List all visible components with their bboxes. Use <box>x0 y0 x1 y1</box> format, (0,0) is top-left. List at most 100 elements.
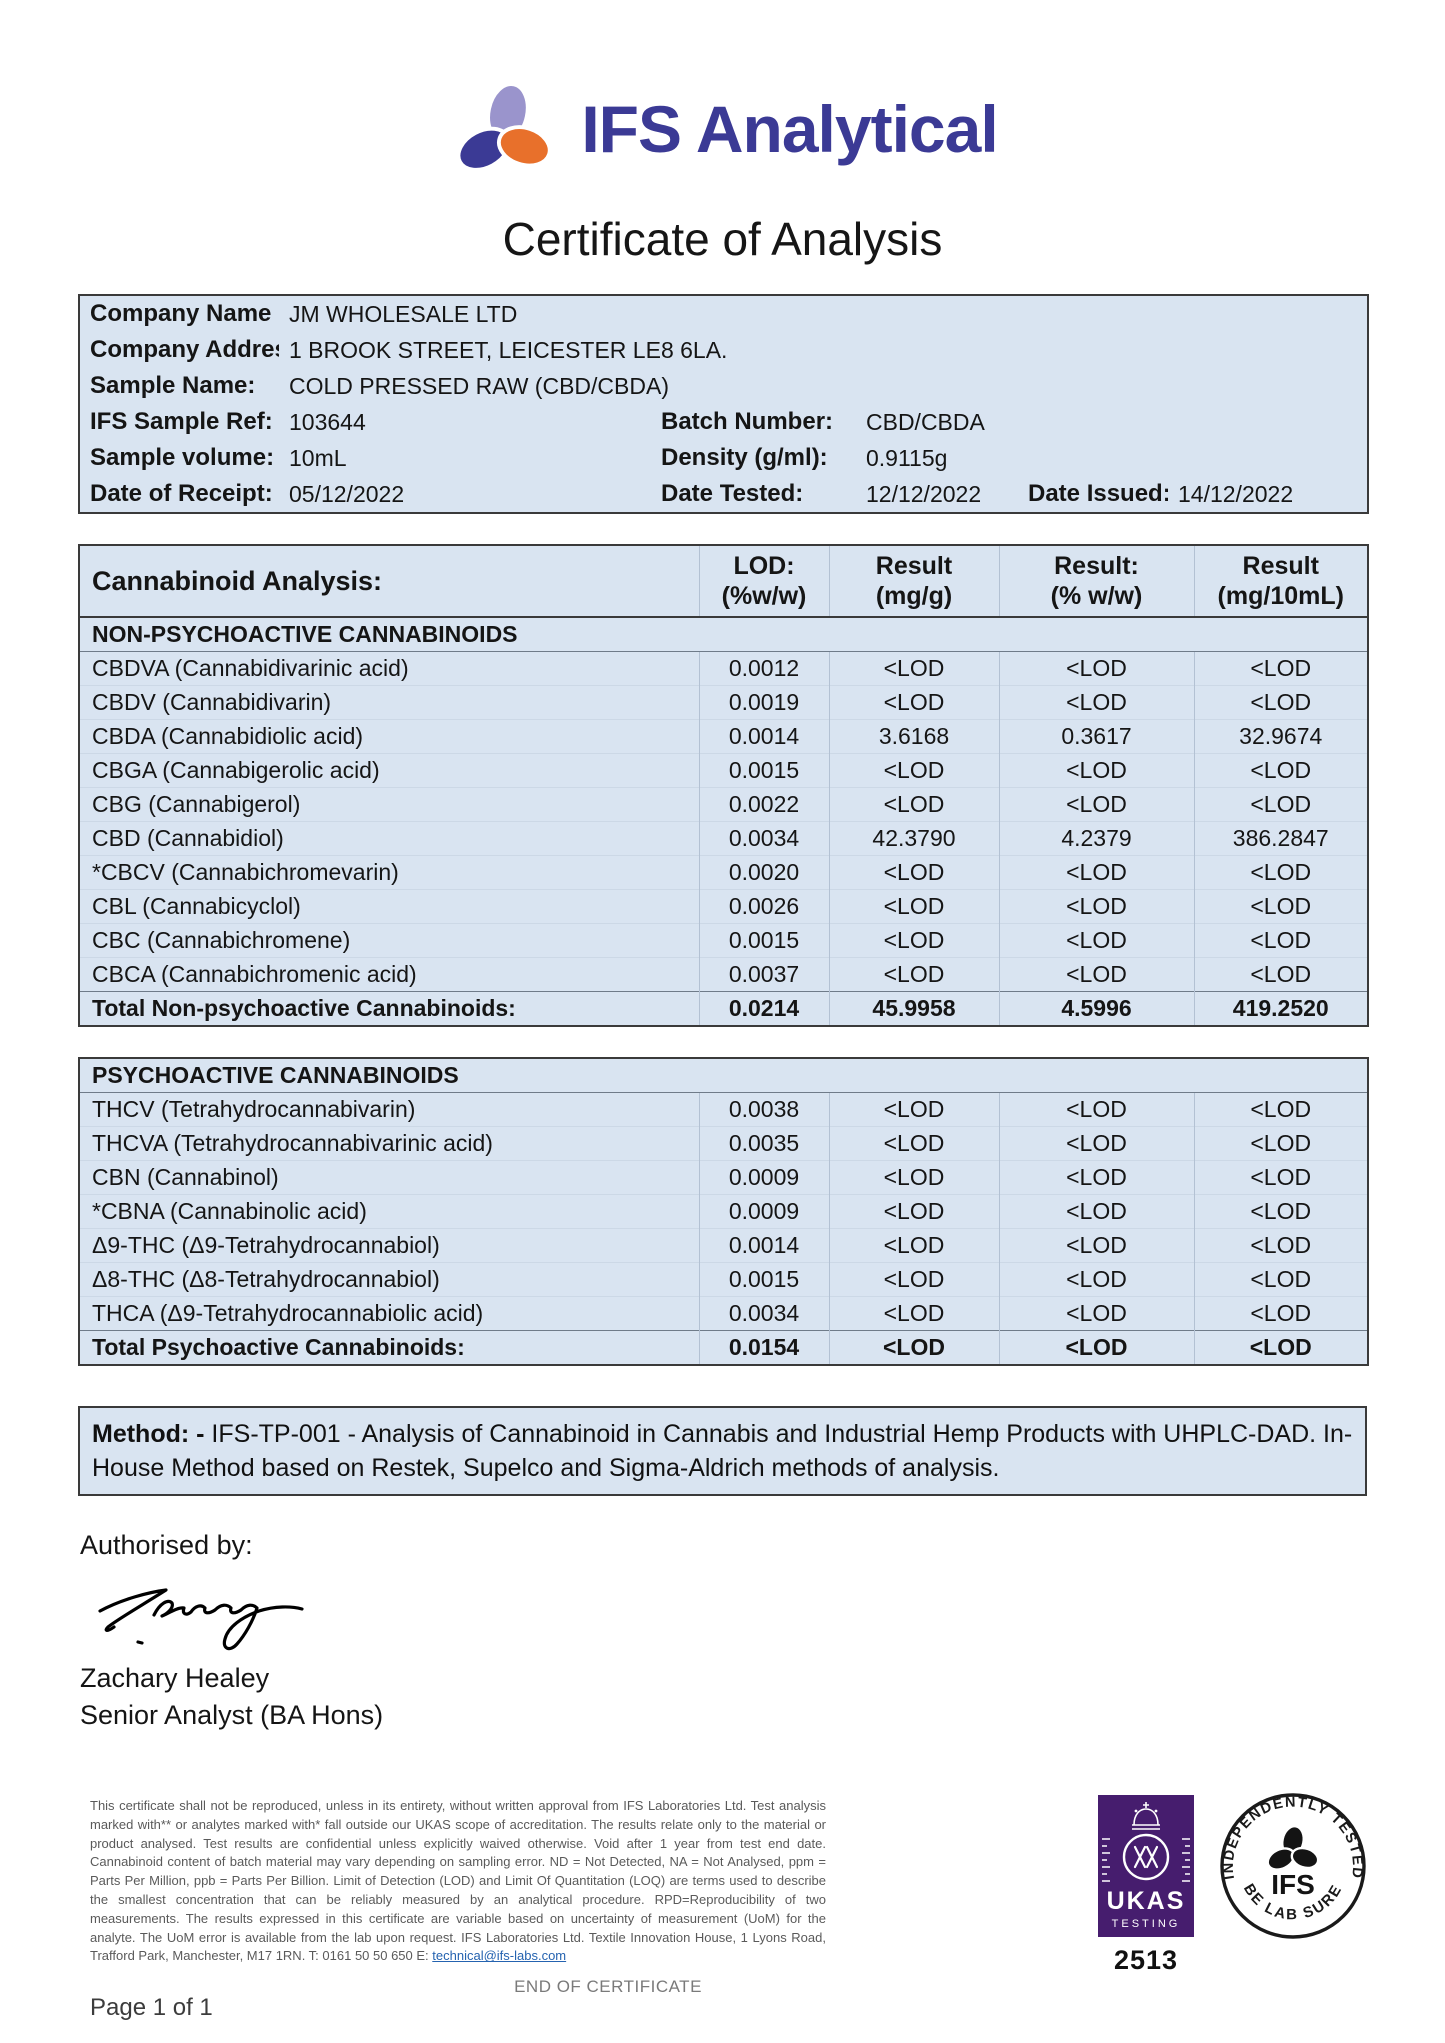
analysis-header-row: Cannabinoid Analysis: LOD: (%w/w) Result(… <box>79 545 1368 618</box>
analyte-name-cell: *CBCV (Cannabichromevarin) <box>79 855 699 890</box>
col-analyte: Cannabinoid Analysis: <box>79 545 699 618</box>
analyte-row: CBDV (Cannabidivarin) 0.0019 <LOD <LOD <LOD <box>79 685 1368 720</box>
info-label: Date Tested: <box>661 480 804 507</box>
ukas-logo-icon: UKAS TESTING <box>1098 1795 1194 1937</box>
result-pct-cell: <LOD <box>998 1160 1194 1195</box>
result-mg-g-cell: <LOD <box>828 1092 999 1127</box>
col-result-mg-g: Result (mg/g) <box>828 545 999 618</box>
total-row: Total Psychoactive Cannabinoids: 0.0154 … <box>79 1330 1368 1365</box>
lod-cell: 0.0014 <box>698 1228 829 1263</box>
info-value: JM WHOLESALE LTD <box>289 300 518 327</box>
analyte-row: CBGA (Cannabigerolic acid) 0.0015 <LOD <LOD… <box>79 753 1368 788</box>
info-label: Date of Receipt: <box>90 480 273 507</box>
result-mg-g-cell: <LOD <box>828 1126 999 1161</box>
analyte-name-cell: CBG (Cannabigerol) <box>79 787 699 822</box>
lod-cell: 0.0009 <box>698 1194 829 1229</box>
authorised-by-label: Authorised by: <box>80 1530 253 1560</box>
lod-cell: 0.0037 <box>698 957 829 992</box>
info-value: CBD/CBDA <box>866 408 985 435</box>
info-value: 05/12/2022 <box>289 480 405 507</box>
result-pct-cell: <LOD <box>998 855 1194 890</box>
lod-cell: 0.0034 <box>698 821 829 856</box>
ukas-mark: UKAS TESTING 2513 <box>1097 1795 1195 1976</box>
analyte-row: CBDA (Cannabidiolic acid) 0.0014 3.6168 0.3… <box>79 719 1368 754</box>
analyte-name-cell: CBGA (Cannabigerolic acid) <box>79 753 699 788</box>
signatory-name: Zachary Healey <box>80 1663 270 1693</box>
info-value: 14/12/2022 <box>1178 480 1294 507</box>
analyte-row: CBC (Cannabichromene) 0.0015 <LOD <LOD <LOD <box>79 923 1368 958</box>
lod-cell: 0.0022 <box>698 787 829 822</box>
technical-email-link[interactable]: technical@ifs-labs.com <box>432 1948 567 1964</box>
disclaimer-text: This certificate shall not be reproduced… <box>90 1798 826 1964</box>
result-mg10ml-cell: <LOD <box>1193 1092 1368 1127</box>
lod-cell: 0.0015 <box>698 753 829 788</box>
analyte-row: THCV (Tetrahydrocannabivarin) 0.0038 <LOD <… <box>79 1092 1368 1127</box>
lod-cell: 0.0034 <box>698 1296 829 1331</box>
analyte-name-cell: THCA (Δ9-Tetrahydrocannabiolic acid) <box>79 1296 699 1331</box>
result-mg10ml-cell: <LOD <box>1193 787 1368 822</box>
ukas-testing-text: TESTING <box>1112 1918 1181 1930</box>
sample-info-table: Company Name JM WHOLESALE LTD Company Addr… <box>78 294 1370 514</box>
ukas-number: 2513 <box>1113 1945 1179 1975</box>
lod-cell: 0.0012 <box>698 651 829 686</box>
result-mg10ml-cell: <LOD <box>1193 1194 1368 1229</box>
result-pct-cell: 4.2379 <box>998 821 1194 856</box>
page-title: Certificate of Analysis <box>502 213 943 265</box>
result-mg10ml-cell: <LOD <box>1193 889 1368 924</box>
lod-cell: 0.0009 <box>698 1160 829 1195</box>
analyte-row: *CBNA (Cannabinolic acid) 0.0009 <LOD <LOD <… <box>79 1194 1368 1229</box>
result-mg-g-cell: <LOD <box>828 1296 999 1331</box>
result-mg-g-cell: 42.3790 <box>828 821 999 856</box>
method-text: IFS-TP-001 - Analysis of Cannabinoid in … <box>92 1420 1353 1482</box>
result-pct-cell: <LOD <box>998 1228 1194 1263</box>
ifs-stamp-icon: INDEPENDENTLY TESTED BE LAB SURE IFS <box>1220 1793 1366 1939</box>
method-label: Method: - <box>92 1420 205 1448</box>
result-mg10ml-cell: <LOD <box>1193 651 1368 686</box>
section-band: NON-PSYCHOACTIVE CANNABINOIDS <box>79 617 1368 652</box>
result-pct-cell: <LOD <box>998 923 1194 958</box>
method-box: Method: - IFS-TP-001 - Analysis of Canna… <box>78 1406 1367 1496</box>
info-row: IFS Sample Ref: 103644 Batch Number: CBD/CB… <box>79 404 1368 440</box>
info-value: 12/12/2022 <box>866 480 982 507</box>
result-mg10ml-cell: <LOD <box>1193 1296 1368 1331</box>
analyte-row: CBD (Cannabidiol) 0.0034 42.3790 4.2379 386.… <box>79 821 1368 856</box>
total-row: Total Non-psychoactive Cannabinoids: 0.0… <box>79 991 1368 1026</box>
info-label: Date Issued: <box>1028 480 1168 507</box>
info-label: Batch Number: <box>661 408 834 435</box>
signatory-title: Senior Analyst (BA Hons) <box>80 1700 384 1730</box>
analyte-name-cell: CBDA (Cannabidiolic acid) <box>79 719 699 754</box>
brand-header: IFS Analytical <box>0 0 1445 182</box>
end-of-certificate-label: END OF CERTIFICATE <box>514 1977 702 1996</box>
result-mg10ml-cell: 32.9674 <box>1193 719 1368 754</box>
result-mg10ml-cell: <LOD <box>1193 685 1368 720</box>
result-mg10ml-cell: <LOD <box>1193 957 1368 992</box>
info-row: Sample volume: 10mL Density (g/ml): 0.9115g <box>79 440 1368 476</box>
analyte-name-cell: CBDV (Cannabidivarin) <box>79 685 699 720</box>
col-result-pct: Result: (% w/w) <box>998 545 1194 618</box>
result-pct-cell: <LOD <box>998 957 1194 992</box>
analyte-row: CBDVA (Cannabidivarinic acid) 0.0012 <LOD <… <box>79 651 1368 686</box>
result-pct-cell: 0.3617 <box>998 719 1194 754</box>
analyte-name-cell: THCV (Tetrahydrocannabivarin) <box>92 1096 416 1122</box>
result-pct-cell: <LOD <box>998 787 1194 822</box>
ifs-trefoil-logo-icon <box>456 82 552 172</box>
info-row: Date of Receipt: 05/12/2022 Date Tested: 12… <box>79 476 1368 513</box>
result-pct-cell: <LOD <box>998 1126 1194 1161</box>
result-mg10ml-cell: <LOD <box>1193 1262 1368 1297</box>
info-row: Company Name JM WHOLESALE LTD <box>79 295 1368 332</box>
analyte-name-cell: CBC (Cannabichromene) <box>79 923 699 958</box>
analyte-row: CBCA (Cannabichromenic acid) 0.0037 <LOD <L… <box>79 957 1368 992</box>
result-mg-g-cell: 3.6168 <box>828 719 999 754</box>
result-mg-g-cell: <LOD <box>828 1194 999 1229</box>
result-mg10ml-cell: <LOD <box>1193 855 1368 890</box>
result-mg-g-cell: <LOD <box>828 923 999 958</box>
analyte-row: CBG (Cannabigerol) 0.0022 <LOD <LOD <LOD <box>79 787 1368 822</box>
analyte-row: CBN (Cannabinol) 0.0009 <LOD <LOD <LOD <box>79 1160 1368 1195</box>
analyte-row: *CBCV (Cannabichromevarin) 0.0020 <LOD <LOD… <box>79 855 1368 890</box>
result-mg-g-cell: <LOD <box>828 1160 999 1195</box>
analyte-name-cell: CBL (Cannabicyclol) <box>79 889 699 924</box>
lod-cell: 0.0015 <box>698 1262 829 1297</box>
info-label: IFS Sample Ref: <box>90 408 273 435</box>
analyte-row: Δ8-THC (Δ8-Tetrahydrocannabiol) 0.0015 <LO… <box>79 1262 1368 1297</box>
